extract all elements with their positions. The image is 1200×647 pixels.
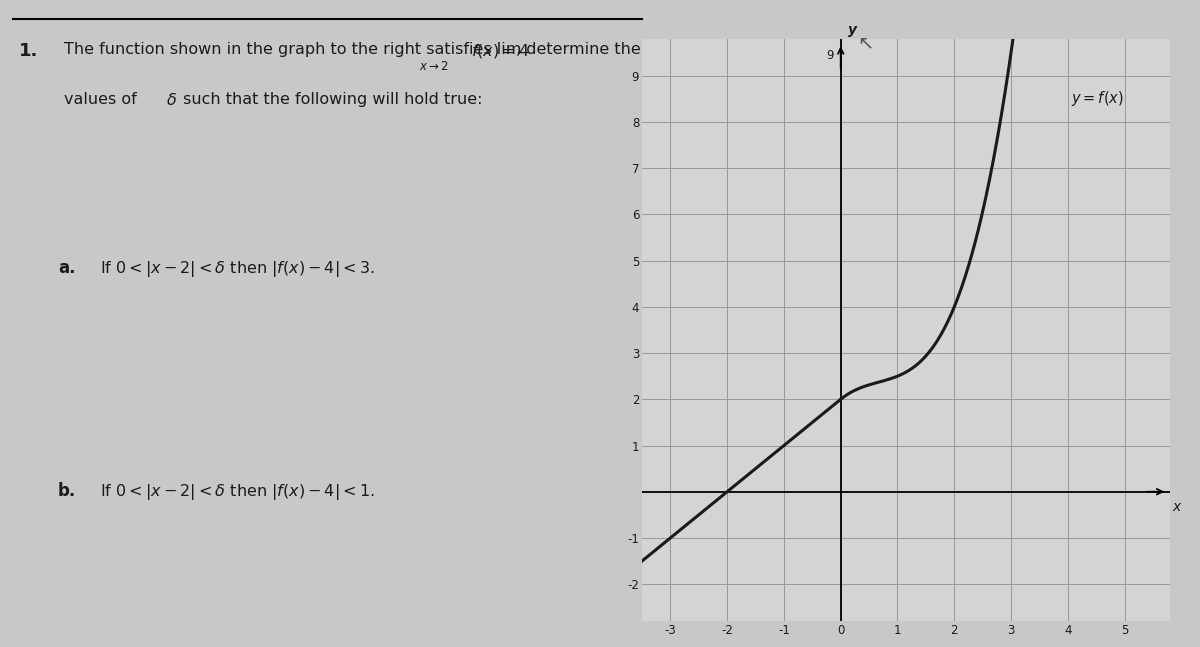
Text: If $0<|x-2|<\delta$ then $|f(x)-4|<3$.: If $0<|x-2|<\delta$ then $|f(x)-4|<3$. [100,259,374,279]
Text: $\delta$: $\delta$ [166,92,176,108]
Text: $f(x)=4$: $f(x)=4$ [470,42,529,60]
Text: values of: values of [65,92,142,107]
Text: 1.: 1. [19,42,38,60]
Text: , determine the appropriate: , determine the appropriate [516,42,739,57]
Text: The function shown in the graph to the right satisfies lim: The function shown in the graph to the r… [65,42,522,57]
Text: 9: 9 [827,49,834,62]
Text: $y=f(x)$: $y=f(x)$ [1070,89,1123,109]
Text: y: y [847,23,857,36]
Text: such that the following will hold true:: such that the following will hold true: [179,92,482,107]
Text: $x{\to}2$: $x{\to}2$ [419,60,449,72]
Text: a.: a. [58,259,76,277]
Text: If $0<|x-2|<\delta$ then $|f(x)-4|<1$.: If $0<|x-2|<\delta$ then $|f(x)-4|<1$. [100,482,374,502]
Text: ↖: ↖ [858,33,874,52]
Text: b.: b. [58,482,76,500]
Text: x: x [1172,500,1181,514]
